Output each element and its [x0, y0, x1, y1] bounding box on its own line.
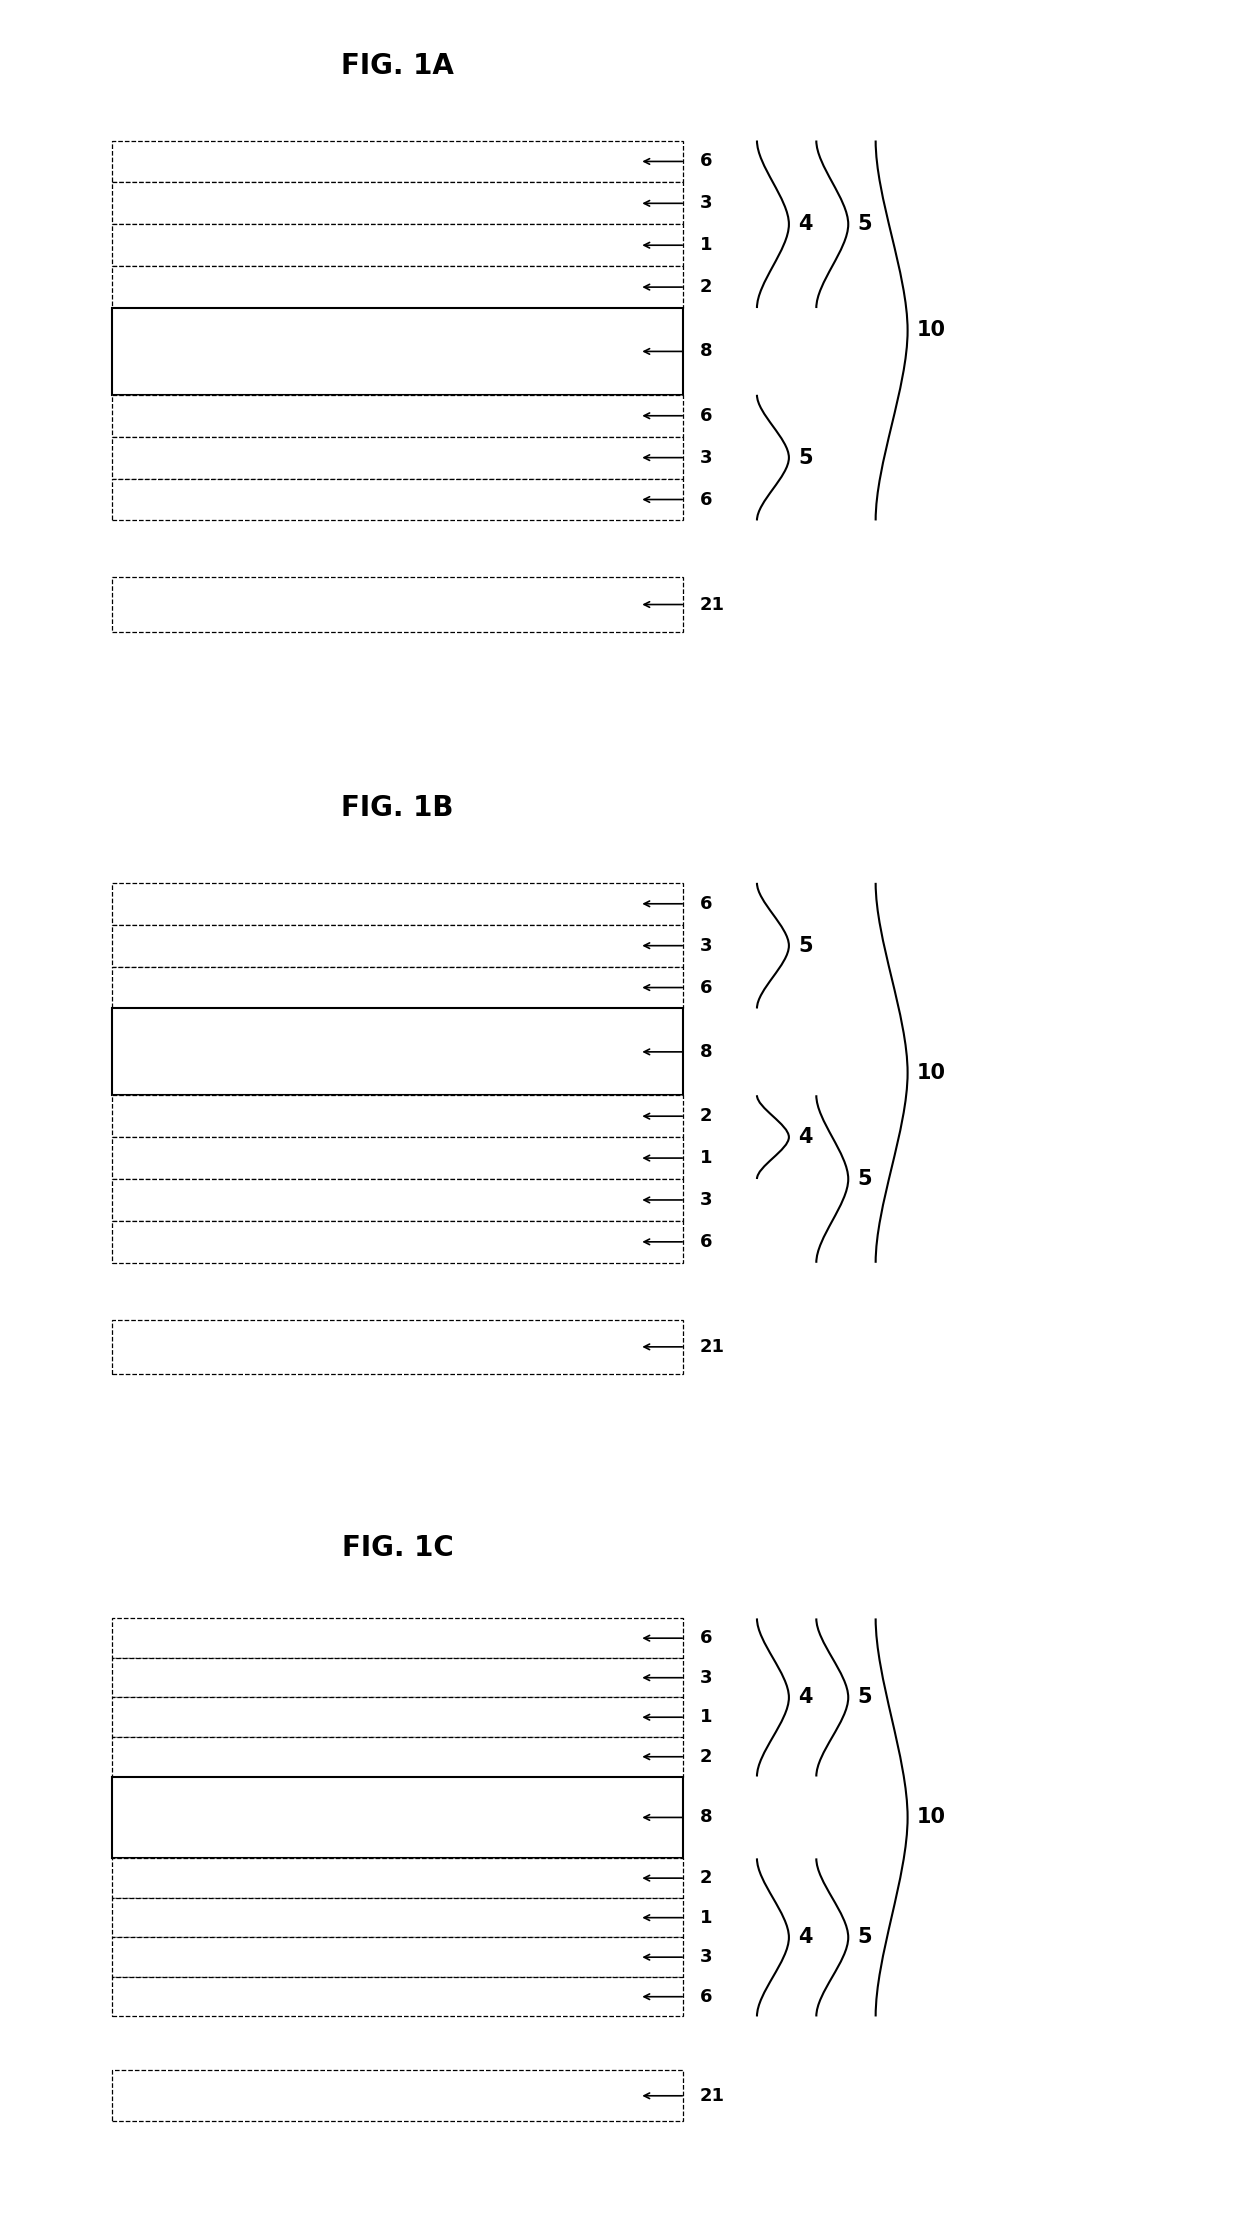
- Bar: [112, 225, 683, 267]
- Text: 3: 3: [699, 938, 713, 955]
- Text: 5: 5: [799, 448, 812, 468]
- Text: FIG. 1C: FIG. 1C: [341, 1534, 454, 1561]
- Text: 3: 3: [699, 1949, 713, 1966]
- Text: 6: 6: [699, 408, 713, 425]
- Text: 4: 4: [799, 1688, 812, 1708]
- Text: 6: 6: [699, 978, 713, 995]
- Text: 8: 8: [699, 1042, 713, 1060]
- Bar: [112, 1657, 683, 1697]
- Text: 21: 21: [699, 2087, 725, 2105]
- Text: 10: 10: [916, 1062, 946, 1082]
- Text: 2: 2: [699, 1868, 713, 1886]
- Text: 3: 3: [699, 1191, 713, 1209]
- Bar: [112, 1897, 683, 1937]
- Text: 21: 21: [699, 1338, 725, 1356]
- Bar: [112, 183, 683, 225]
- Text: 8: 8: [699, 343, 713, 361]
- Text: 10: 10: [916, 321, 946, 341]
- Bar: [112, 1096, 683, 1138]
- Text: 5: 5: [857, 214, 872, 234]
- Text: 6: 6: [699, 1234, 713, 1252]
- Bar: [112, 2071, 683, 2122]
- Text: 6: 6: [699, 151, 713, 171]
- Text: 1: 1: [699, 1708, 713, 1726]
- Bar: [112, 882, 683, 924]
- Text: 6: 6: [699, 895, 713, 913]
- Bar: [112, 307, 683, 394]
- Text: 5: 5: [857, 1688, 872, 1708]
- Text: 1: 1: [699, 236, 713, 254]
- Bar: [112, 479, 683, 521]
- Text: 21: 21: [699, 595, 725, 612]
- Text: 2: 2: [699, 278, 713, 296]
- Text: 3: 3: [699, 1668, 713, 1686]
- Bar: [112, 1220, 683, 1263]
- Bar: [112, 394, 683, 436]
- Text: 6: 6: [699, 1630, 713, 1648]
- Text: 3: 3: [699, 448, 713, 468]
- Text: 8: 8: [699, 1808, 713, 1826]
- Bar: [112, 1777, 683, 1857]
- Bar: [112, 1857, 683, 1897]
- Text: 4: 4: [799, 1926, 812, 1946]
- Text: 3: 3: [699, 194, 713, 212]
- Bar: [112, 577, 683, 632]
- Text: 2: 2: [699, 1748, 713, 1766]
- Bar: [112, 1737, 683, 1777]
- Text: 1: 1: [699, 1909, 713, 1926]
- Text: 10: 10: [916, 1808, 946, 1828]
- Bar: [112, 924, 683, 967]
- Text: 2: 2: [699, 1107, 713, 1125]
- Text: 5: 5: [857, 1926, 872, 1946]
- Text: 4: 4: [799, 1127, 812, 1147]
- Text: 6: 6: [699, 1989, 713, 2007]
- Bar: [112, 1619, 683, 1657]
- Text: 5: 5: [799, 935, 812, 955]
- Text: FIG. 1A: FIG. 1A: [341, 51, 454, 80]
- Bar: [112, 1178, 683, 1220]
- Bar: [112, 1138, 683, 1178]
- Bar: [112, 967, 683, 1009]
- Text: FIG. 1B: FIG. 1B: [341, 795, 454, 822]
- Text: 6: 6: [699, 490, 713, 508]
- Bar: [112, 1937, 683, 1978]
- Bar: [112, 267, 683, 307]
- Bar: [112, 1009, 683, 1096]
- Text: 1: 1: [699, 1149, 713, 1167]
- Bar: [112, 1321, 683, 1374]
- Bar: [112, 436, 683, 479]
- Bar: [112, 140, 683, 183]
- Text: 4: 4: [799, 214, 812, 234]
- Text: 5: 5: [857, 1169, 872, 1189]
- Bar: [112, 1978, 683, 2015]
- Bar: [112, 1697, 683, 1737]
